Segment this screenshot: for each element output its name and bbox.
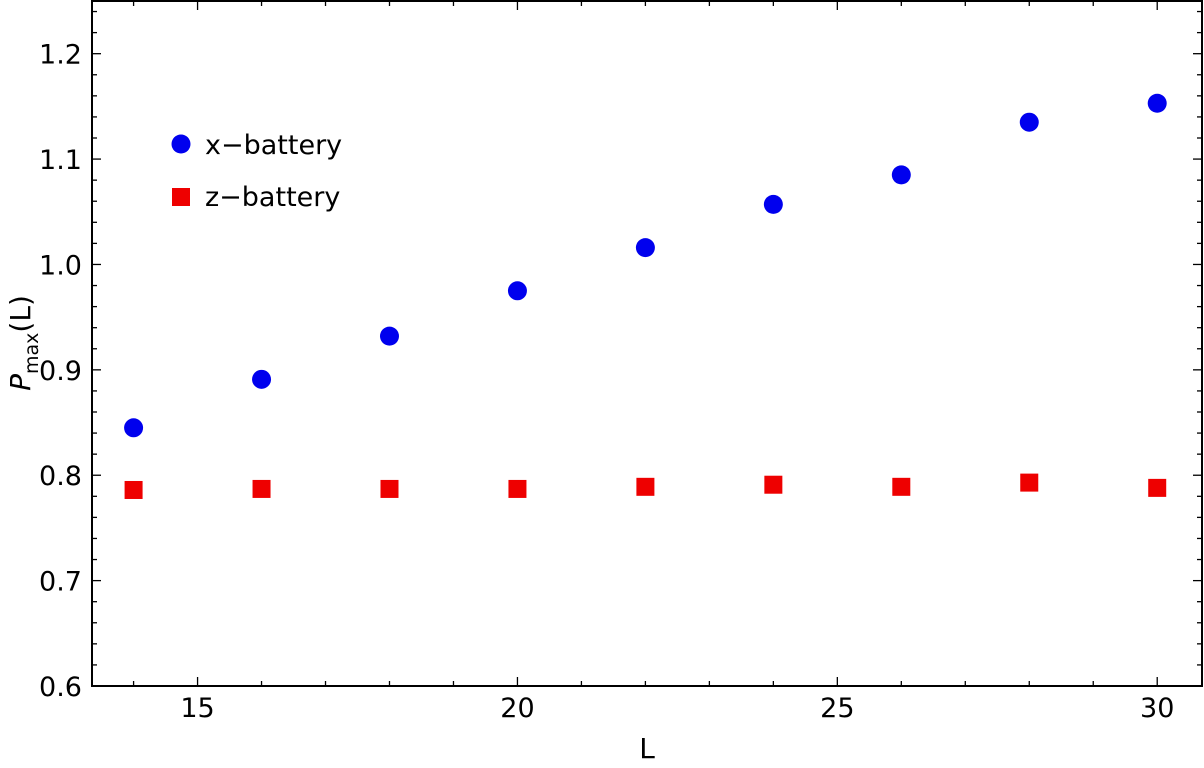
- y-tick-label: 1.2: [39, 40, 82, 71]
- z-battery-point: [636, 477, 655, 496]
- x-battery-point: [124, 418, 144, 438]
- z-battery-point: [124, 480, 143, 499]
- data-points: [124, 93, 1167, 499]
- x-tick-label: 25: [820, 693, 854, 724]
- y-tick-label: 1.0: [39, 250, 82, 281]
- legend-label-x-battery: x−battery: [205, 130, 342, 161]
- x-battery-point: [1147, 93, 1167, 113]
- legend-marker-z-battery: [172, 188, 190, 206]
- y-tick-label: 0.9: [39, 356, 82, 387]
- x-battery-point: [252, 369, 272, 389]
- legend-marker-x-battery: [171, 134, 191, 154]
- x-tick-label: 20: [500, 693, 534, 724]
- x-battery-point: [1019, 112, 1039, 132]
- y-tick-label: 1.1: [39, 145, 82, 176]
- z-battery-point: [252, 479, 271, 498]
- y-axis-title-subscript: max: [21, 333, 43, 374]
- z-battery-point: [892, 477, 911, 496]
- y-tick-label: 0.8: [39, 461, 82, 492]
- y-axis-title-main: P: [4, 374, 37, 391]
- y-axis-title: Pmax(L): [4, 295, 43, 391]
- x-battery-point: [763, 194, 783, 214]
- legend-label-z-battery: z−battery: [205, 182, 340, 213]
- z-battery-point: [508, 479, 527, 498]
- x-battery-point: [891, 165, 911, 185]
- legend: x−battery z−battery: [171, 130, 342, 213]
- z-battery-point: [1020, 473, 1039, 492]
- x-axis-title: L: [639, 732, 655, 765]
- axis-ticks: [92, 1, 1202, 687]
- plot-frame: [91, 0, 1203, 687]
- z-battery-point: [764, 475, 783, 494]
- x-battery-point: [379, 326, 399, 346]
- y-tick-label: 0.7: [39, 567, 82, 598]
- x-battery-point: [635, 238, 655, 258]
- y-tick-label: 0.6: [39, 672, 82, 703]
- axis-tick-labels: 0.6 0.7 0.8 0.9 1.0 1.1 1.2 15 20 25 30: [39, 40, 1174, 724]
- z-battery-point: [1148, 478, 1167, 497]
- z-battery-point: [380, 479, 399, 498]
- y-axis-title-suffix: (L): [4, 295, 37, 332]
- x-battery-point: [507, 281, 527, 301]
- x-tick-label: 15: [180, 693, 214, 724]
- x-tick-label: 30: [1140, 693, 1174, 724]
